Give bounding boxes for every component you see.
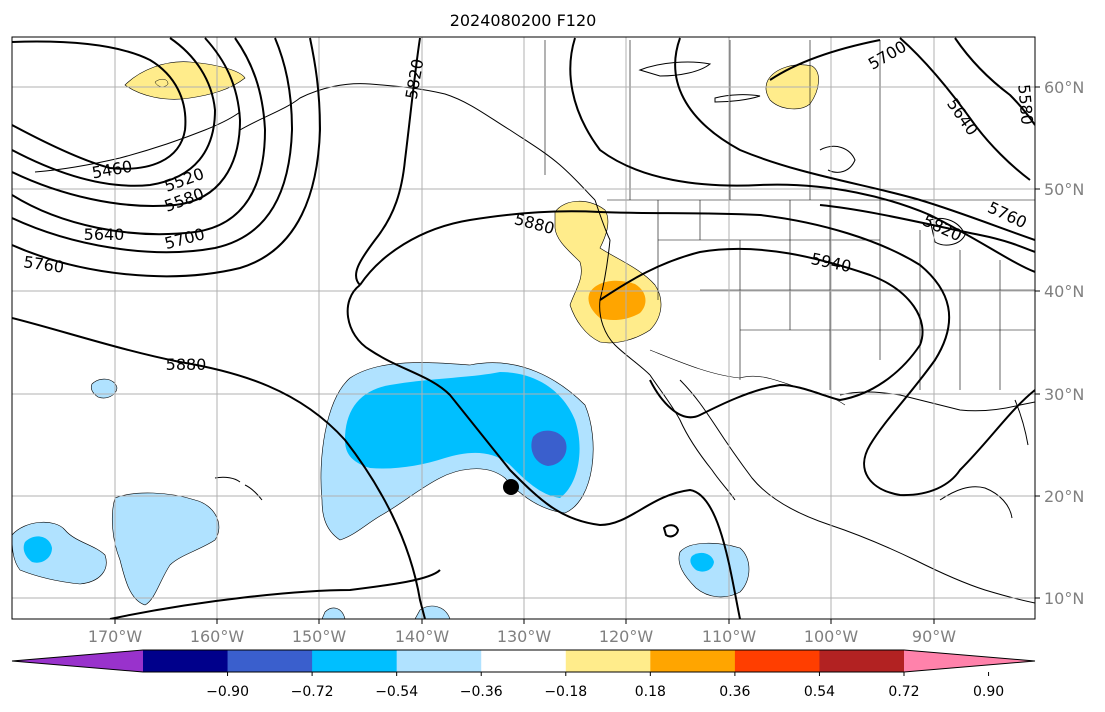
contour-5880-west [12,317,426,619]
colorbar-tick-label: −0.36 [460,684,503,700]
contour-5940-inner [599,247,924,419]
colorbar-segment [565,650,651,672]
lon-label: 170°W [88,627,143,646]
positive-anomaly-light [124,61,246,100]
colorbar-extend-low [12,650,143,672]
contour-label: 5880 [166,355,207,374]
longitude-labels: 170°W 160°W 150°W 140°W 130°W 120°W 110°… [88,627,956,646]
colorbar-tick-label: −0.90 [206,684,249,700]
contour-5460 [12,40,187,170]
lon-label: 120°W [599,627,654,646]
negative-anomaly-mid [345,372,580,498]
colorbar-tick-label: −0.18 [544,684,587,700]
yucatan [939,486,1013,519]
canada-provinces [629,40,881,200]
colorbar-segment [734,650,820,672]
colorbar-tick-label: 0.18 [635,684,666,700]
political-borders [544,40,1035,406]
positive-anomaly-mid [588,280,646,321]
graticule [12,37,1035,619]
height-contours [12,37,1035,619]
lat-label: 40°N [1044,282,1084,301]
mexico-coast [679,379,1035,604]
contour-5520 [12,37,217,187]
colorbar-segment [481,650,567,672]
contour-5640-upper [899,37,1031,181]
contour-5940 [599,211,1035,497]
lon-label: 150°W [292,627,347,646]
colorbar-segment [227,650,313,672]
positive-anomaly-mid-dot [154,79,169,87]
storm-center-dot [503,479,519,495]
colorbar-segment [650,650,736,672]
contour-5760-ne [819,204,1035,253]
aleutian-islands [34,111,241,173]
colorbar-segment [312,650,398,672]
hawaii [214,476,263,501]
great-lakes [929,217,966,246]
arctic-island [714,94,761,103]
contour-5820 [355,37,421,286]
colorbar-tick-label: 0.36 [719,684,750,700]
colorbar-outline [11,649,1036,673]
negative-anomaly-mid [23,536,52,563]
coastlines [34,61,1035,604]
baja-california [649,374,736,501]
lat-label: 60°N [1044,78,1084,97]
canada-pacific-coast [594,199,611,241]
contour-label: 5580 [1014,83,1036,125]
contour-5760 [12,37,322,278]
lon-label: 130°W [497,627,552,646]
alaska-coast [239,83,596,201]
negative-anomaly-light [90,378,118,399]
colorbar-tick-label: −0.54 [375,684,418,700]
contour-small-loop [662,524,680,538]
contour-5640 [12,37,267,236]
lon-label: 100°W [804,627,859,646]
contour-5700-ne [674,37,1035,241]
colorbar-segment [143,650,229,672]
colorbar-tick-label: −0.72 [291,684,334,700]
contour-label: 5640 [84,225,125,244]
lon-label: 90°W [912,627,956,646]
negative-anomaly-mid [690,552,714,572]
lon-label: 110°W [702,627,757,646]
lat-label: 20°N [1044,487,1084,506]
lon-label: 160°W [190,627,245,646]
colorbar-segment [396,650,482,672]
contour-5880-east [109,210,741,619]
axis-ticks [114,86,1040,624]
negative-anomaly-dark [531,430,567,466]
contour-5580 [12,37,242,207]
contour-5700 [12,37,294,254]
colorbar-segment [819,650,905,672]
contour-5580-upper [954,37,1035,126]
latitude-labels: 60°N 50°N 40°N 30°N 20°N 10°N [1044,78,1084,608]
arctic-island [638,61,712,77]
florida [1014,399,1029,446]
lat-label: 10°N [1044,589,1084,608]
negative-anomaly-light [321,607,346,619]
negative-anomaly-light [111,492,220,606]
contour-5700-upper [769,39,881,81]
us-west-coast [599,239,651,376]
lat-label: 50°N [1044,180,1084,199]
colorbar-extend-high [904,650,1035,672]
colorbar-tick-label: 0.72 [888,684,919,700]
colorbar: −0.90 −0.72 −0.54 −0.36 −0.18 0.18 0.36 0.54 0.7… [11,649,1036,700]
hudson-bay [819,145,856,173]
colorbar-tick-label: 0.54 [804,684,835,700]
lon-label: 140°W [395,627,450,646]
map-title: 2024080200 F120 [450,11,597,30]
colorbar-tick-label: 0.90 [973,684,1004,700]
lat-label: 30°N [1044,385,1084,404]
